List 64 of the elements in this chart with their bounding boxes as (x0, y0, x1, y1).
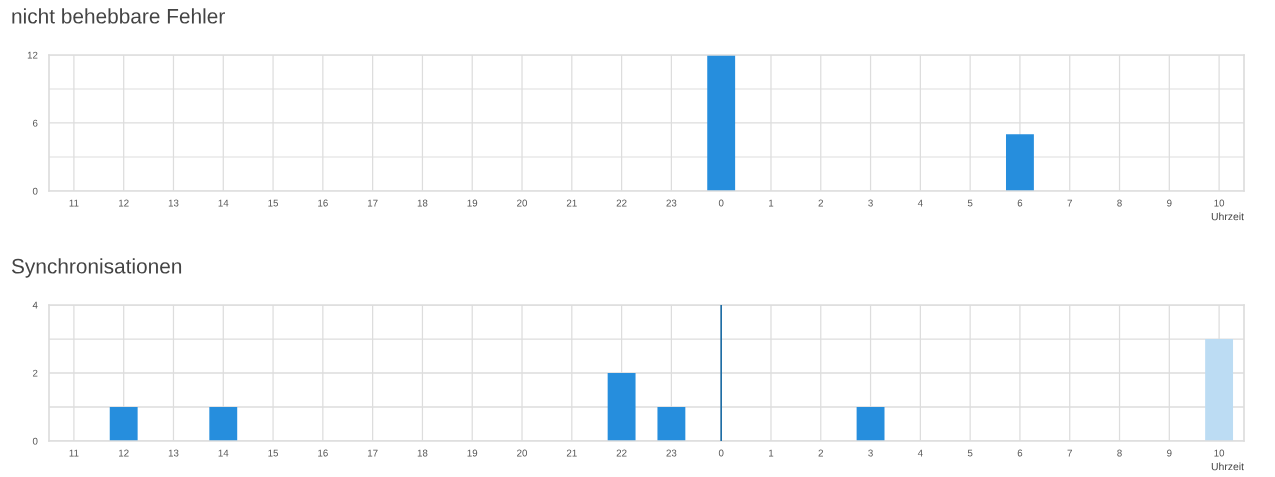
x-tick-label: 22 (616, 199, 627, 207)
x-tick-label: 8 (1117, 449, 1122, 457)
bar (657, 407, 686, 441)
x-tick-label: 7 (1067, 199, 1072, 207)
y-tick-label: 0 (32, 187, 38, 195)
chart-title: nicht behebbare Fehler (12, 8, 225, 24)
x-tick-label: 7 (1067, 449, 1072, 457)
bar (109, 407, 138, 441)
x-tick-label: 18 (417, 449, 428, 457)
x-tick-label: 22 (616, 449, 627, 457)
x-tick-label: 23 (666, 449, 677, 457)
y-tick-label: 6 (32, 119, 38, 127)
bar (607, 373, 636, 441)
x-tick-label: 12 (119, 449, 129, 457)
x-tick-label: 19 (467, 199, 478, 207)
x-tick-label: 9 (1167, 449, 1172, 457)
bar (856, 407, 885, 441)
x-tick-label: 20 (517, 449, 528, 457)
bar (209, 407, 238, 441)
x-axis-title: Uhrzeit (1211, 462, 1244, 471)
x-tick-label: 13 (168, 199, 179, 207)
x-tick-label: 11 (69, 449, 79, 457)
chart-title: Synchronisationen (11, 258, 182, 278)
x-tick-label: 5 (967, 199, 973, 207)
x-tick-label: 10 (1214, 199, 1225, 207)
x-tick-label: 19 (467, 449, 478, 457)
x-tick-label: 8 (1117, 199, 1122, 207)
x-tick-label: 11 (69, 199, 79, 207)
x-tick-label: 14 (218, 449, 229, 457)
x-tick-label: 1 (769, 449, 774, 457)
y-tick-label: 4 (32, 301, 38, 309)
x-tick-label: 0 (718, 199, 724, 207)
x-tick-label: 16 (318, 449, 328, 457)
bar (1205, 339, 1234, 441)
x-tick-label: 5 (967, 449, 973, 457)
x-tick-label: 13 (168, 449, 179, 457)
x-tick-label: 10 (1214, 449, 1225, 457)
y-tick-label: 2 (32, 369, 38, 377)
x-tick-label: 21 (566, 449, 577, 457)
x-tick-label: 15 (268, 449, 279, 457)
x-tick-label: 6 (1017, 449, 1023, 457)
x-tick-label: 4 (917, 199, 923, 207)
x-tick-label: 17 (367, 449, 378, 457)
x-tick-label: 18 (417, 199, 428, 207)
x-tick-label: 6 (1017, 199, 1023, 207)
x-tick-label: 15 (268, 199, 279, 207)
x-axis-title: Uhrzeit (1211, 212, 1244, 221)
x-tick-label: 1 (769, 199, 774, 207)
x-tick-label: 23 (666, 199, 677, 207)
x-tick-label: 12 (119, 199, 129, 207)
x-tick-label: 16 (318, 199, 328, 207)
x-tick-label: 0 (718, 449, 724, 457)
y-tick-label: 0 (32, 437, 38, 445)
x-tick-label: 4 (917, 449, 923, 457)
x-tick-label: 17 (367, 199, 378, 207)
x-tick-label: 14 (218, 199, 229, 207)
x-tick-label: 2 (818, 199, 823, 207)
x-tick-label: 20 (517, 199, 528, 207)
x-tick-label: 9 (1167, 199, 1172, 207)
x-tick-label: 2 (818, 449, 823, 457)
x-tick-label: 3 (868, 199, 873, 207)
y-tick-label: 12 (27, 51, 38, 59)
x-tick-label: 3 (868, 449, 873, 457)
x-tick-label: 21 (566, 199, 577, 207)
